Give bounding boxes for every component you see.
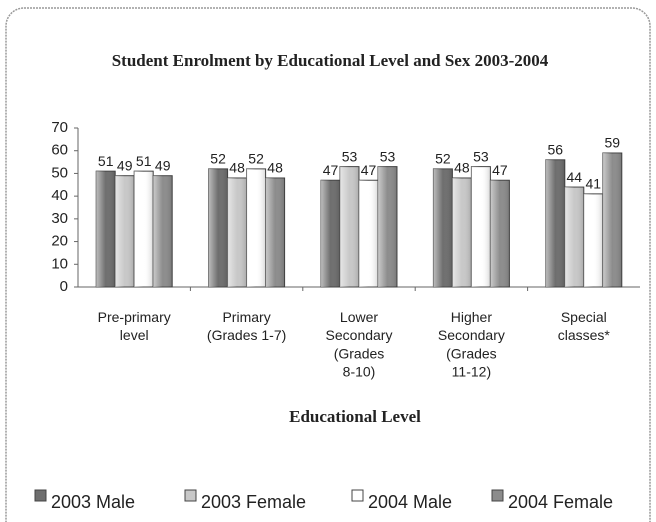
bar-shade: [227, 177, 247, 287]
data-label: 53: [473, 148, 489, 164]
x-tick-label: Special classes*: [558, 309, 611, 343]
data-label: 41: [586, 176, 602, 192]
bar-shade: [340, 166, 359, 287]
y-tick-label: 40: [51, 187, 68, 204]
data-label: 59: [605, 135, 621, 151]
bar-shade: [96, 171, 116, 287]
bar-shade: [321, 180, 340, 287]
legend-swatch: [34, 489, 47, 502]
frame: [5, 7, 651, 522]
y-tick-label: 20: [51, 233, 68, 250]
data-label: 52: [435, 151, 451, 167]
data-label: 47: [492, 162, 508, 178]
bar-shade: [265, 177, 285, 287]
bar-shade: [246, 168, 266, 287]
bar-shade: [490, 180, 510, 287]
bar-shade: [134, 171, 154, 287]
bar-shade: [115, 175, 135, 287]
bar-shade: [153, 175, 173, 287]
x-axis-title: Educational Level: [289, 407, 421, 426]
data-label: 44: [567, 169, 583, 185]
legend-label: 2003 Male: [51, 492, 135, 512]
y-tick-label: 50: [51, 164, 68, 181]
legend-swatch: [351, 489, 364, 502]
bar-shade: [564, 187, 584, 287]
y-tick-label: 70: [51, 119, 68, 136]
x-tick-label: Pre-primary level: [98, 309, 171, 343]
data-label: 53: [342, 148, 358, 164]
bar-shade: [433, 168, 453, 287]
data-label: 51: [136, 153, 152, 169]
x-tick-label: Higher Secondary (Grades 11-12): [438, 309, 505, 380]
bar-shade: [452, 177, 472, 287]
x-tick-label: Primary (Grades 1-7): [207, 309, 286, 343]
legend-swatch: [491, 489, 504, 502]
legend-swatch: [184, 489, 197, 502]
bar-shade: [545, 159, 565, 287]
data-label: 52: [210, 151, 226, 167]
data-label: 52: [248, 151, 264, 167]
bar-shade: [602, 152, 622, 287]
data-label: 51: [98, 153, 114, 169]
x-tick-label: Lower Secondary (Grades 8-10): [326, 309, 393, 380]
y-tick-label: 10: [51, 255, 68, 272]
bar-shade: [359, 180, 378, 287]
data-label: 48: [267, 160, 283, 176]
y-tick-label: 60: [51, 142, 68, 159]
data-label: 48: [454, 160, 470, 176]
legend-label: 2004 Female: [508, 492, 613, 512]
data-label: 47: [323, 162, 339, 178]
data-label: 53: [380, 148, 396, 164]
data-label: 48: [229, 160, 245, 176]
y-tick-label: 0: [60, 278, 68, 295]
data-label: 47: [361, 162, 377, 178]
data-label: 49: [155, 157, 171, 173]
legend-label: 2004 Male: [368, 492, 452, 512]
y-tick-label: 30: [51, 210, 68, 227]
bar-shade: [583, 193, 603, 287]
chart-title: Student Enrolment by Educational Level a…: [112, 51, 549, 70]
bar-shade: [471, 166, 491, 287]
bar-shade: [378, 166, 397, 287]
data-label: 49: [117, 157, 133, 173]
bar-shade: [208, 168, 228, 287]
data-label: 56: [548, 142, 564, 158]
legend-label: 2003 Female: [201, 492, 306, 512]
